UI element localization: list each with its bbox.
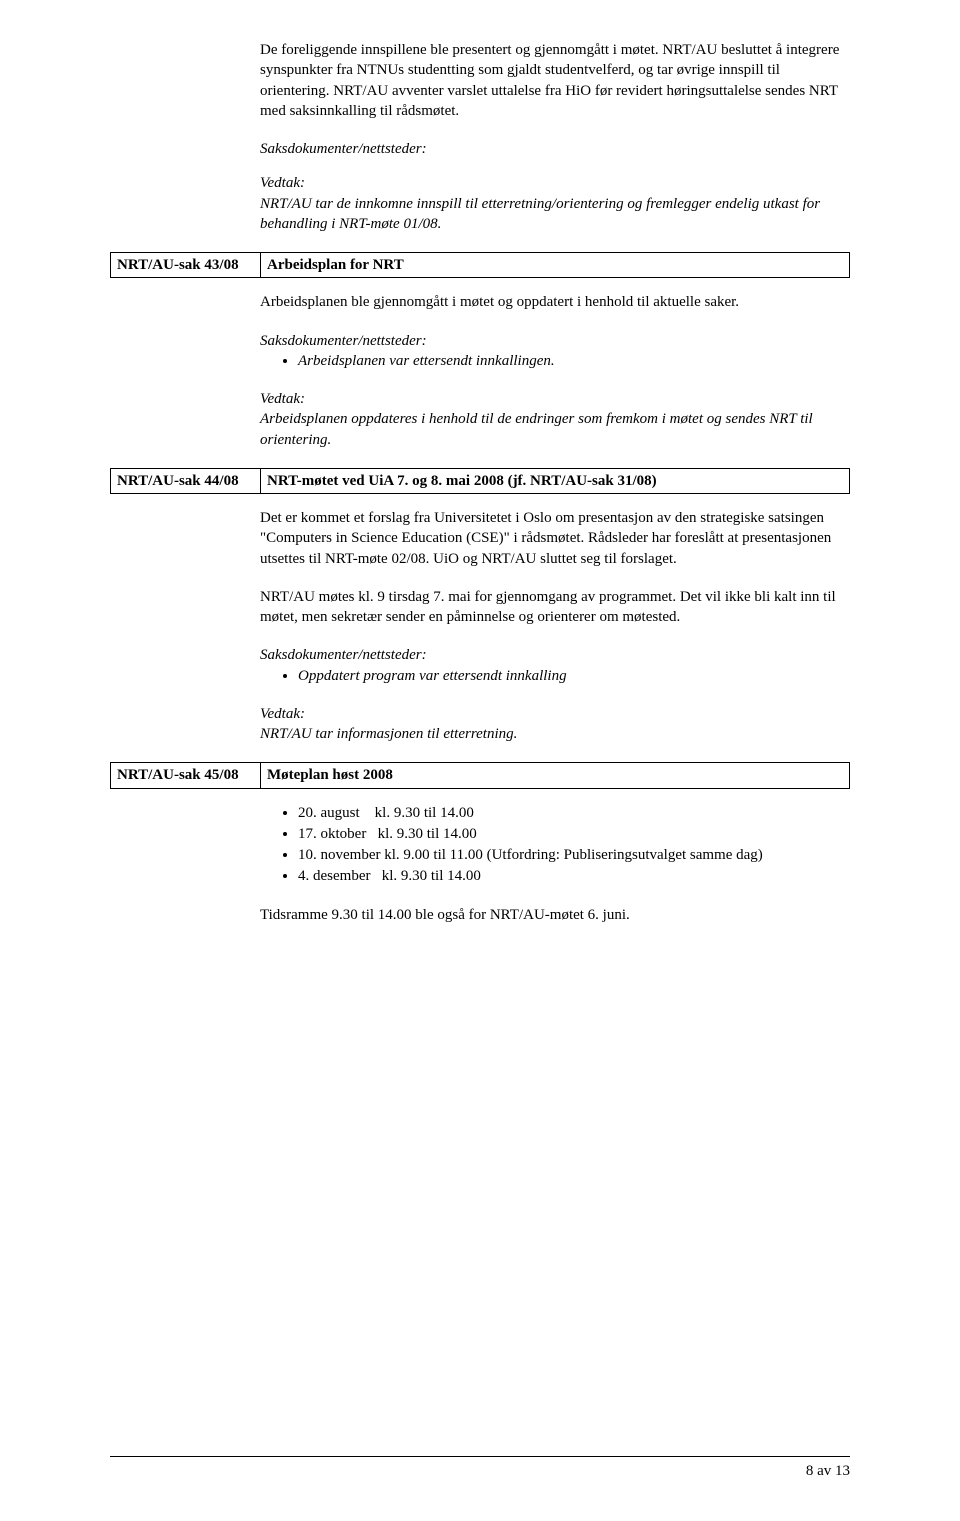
sak43-saks-item: Arbeidsplanen var ettersendt innkallinge… bbox=[298, 351, 850, 371]
sak45-header: NRT/AU-sak 45/08 Møteplan høst 2008 bbox=[110, 762, 850, 788]
sak44-paragraph-2: NRT/AU møtes kl. 9 tirsdag 7. mai for gj… bbox=[260, 587, 850, 628]
intro-saks-label: Saksdokumenter/nettsteder: bbox=[260, 139, 850, 159]
sak43-vedtak-label: Vedtak: bbox=[260, 389, 850, 409]
footer-divider bbox=[110, 1456, 850, 1457]
sak45-tail: Tidsramme 9.30 til 14.00 ble også for NR… bbox=[260, 905, 850, 925]
sak43-vedtak-body: Arbeidsplanen oppdateres i henhold til d… bbox=[260, 409, 850, 450]
sak44-saks-label: Saksdokumenter/nettsteder: bbox=[260, 645, 850, 665]
intro-vedtak-label: Vedtak: bbox=[260, 173, 850, 193]
sak43-paragraph: Arbeidsplanen ble gjennomgått i møtet og… bbox=[260, 292, 850, 312]
intro-paragraph: De foreliggende innspillene ble presente… bbox=[260, 40, 850, 121]
sak45-title: Møteplan høst 2008 bbox=[261, 763, 849, 787]
sak44-title: NRT-møtet ved UiA 7. og 8. mai 2008 (jf.… bbox=[261, 469, 849, 493]
sak45-item: 20. august kl. 9.30 til 14.00 bbox=[298, 803, 850, 823]
sak43-saks-label: Saksdokumenter/nettsteder: bbox=[260, 331, 850, 351]
sak43-id: NRT/AU-sak 43/08 bbox=[111, 253, 261, 277]
sak45-id: NRT/AU-sak 45/08 bbox=[111, 763, 261, 787]
sak45-item: 4. desember kl. 9.30 til 14.00 bbox=[298, 866, 850, 886]
sak44-paragraph-1: Det er kommet et forslag fra Universitet… bbox=[260, 508, 850, 569]
sak44-vedtak-body: NRT/AU tar informasjonen til etterretnin… bbox=[260, 724, 850, 744]
sak45-item: 17. oktober kl. 9.30 til 14.00 bbox=[298, 824, 850, 844]
sak44-saks-item: Oppdatert program var ettersendt innkall… bbox=[298, 666, 850, 686]
sak44-vedtak-label: Vedtak: bbox=[260, 704, 850, 724]
intro-vedtak-body: NRT/AU tar de innkomne innspill til ette… bbox=[260, 194, 850, 235]
sak44-header: NRT/AU-sak 44/08 NRT-møtet ved UiA 7. og… bbox=[110, 468, 850, 494]
page-number: 8 av 13 bbox=[806, 1461, 850, 1481]
sak44-id: NRT/AU-sak 44/08 bbox=[111, 469, 261, 493]
sak43-header: NRT/AU-sak 43/08 Arbeidsplan for NRT bbox=[110, 252, 850, 278]
sak43-title: Arbeidsplan for NRT bbox=[261, 253, 849, 277]
sak45-list: 20. august kl. 9.30 til 14.00 17. oktobe… bbox=[298, 803, 850, 887]
sak45-item: 10. november kl. 9.00 til 11.00 (Utfordr… bbox=[298, 845, 850, 865]
